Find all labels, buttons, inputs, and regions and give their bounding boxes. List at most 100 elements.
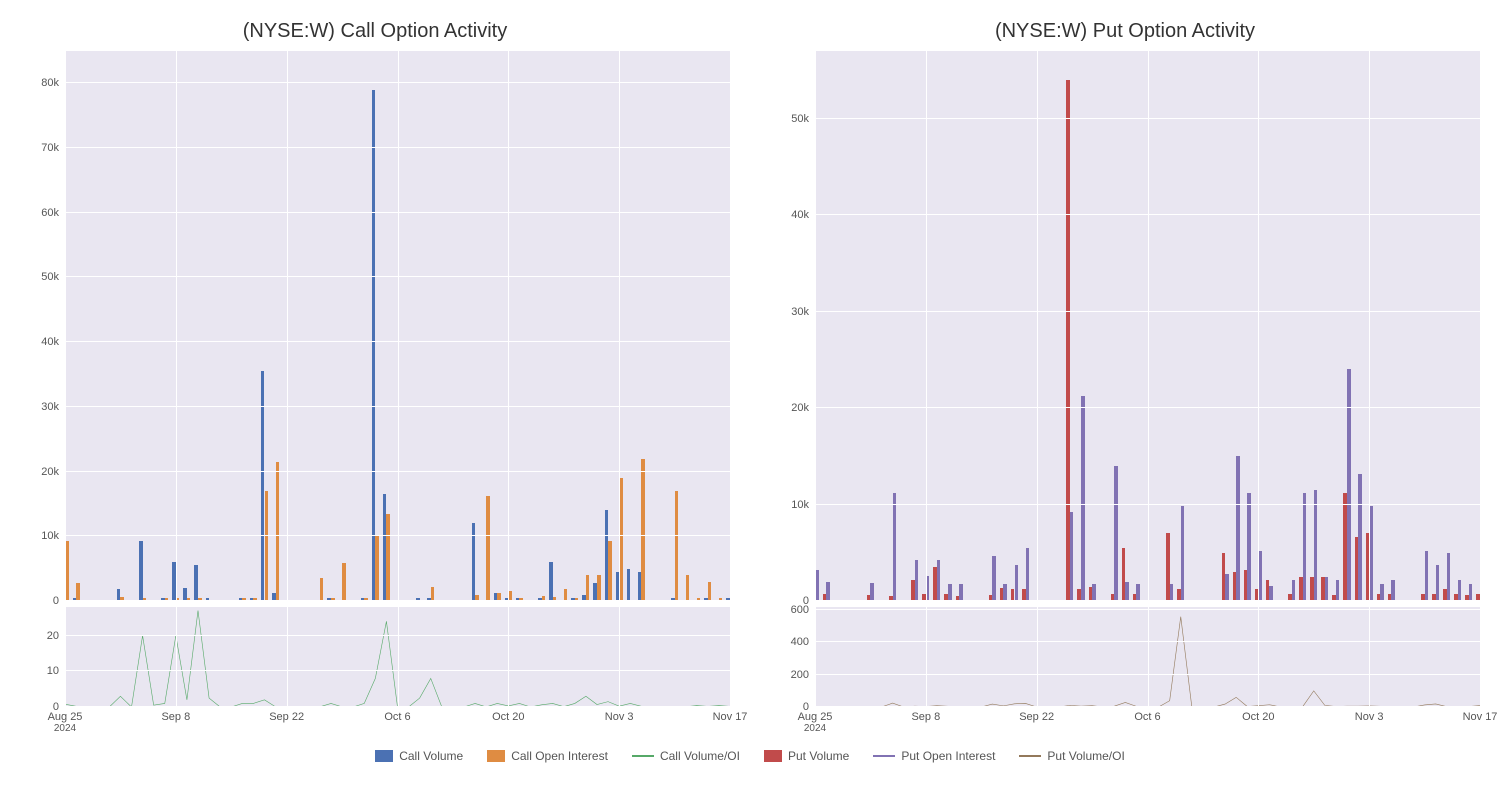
legend-swatch	[632, 755, 654, 757]
x-tick: Oct 6	[1134, 711, 1160, 723]
call-x-axis: Aug 252024Sep 8Sep 22Oct 6Oct 20Nov 3Nov…	[65, 707, 730, 737]
bar-series-b	[486, 496, 490, 601]
bar-series-b	[1170, 584, 1174, 601]
y-tick: 10k	[41, 530, 59, 542]
put-panel: (NYSE:W) Put Option Activity 010k20k30k4…	[770, 20, 1480, 737]
y-tick: 50k	[791, 113, 809, 125]
bar-series-b	[386, 514, 390, 601]
y-tick: 70k	[41, 142, 59, 154]
y-tick: 200	[791, 669, 809, 681]
x-tick: Nov 17	[713, 711, 748, 723]
y-tick: 20k	[41, 466, 59, 478]
legend-item: Call Volume/OI	[632, 749, 740, 763]
legend-swatch	[375, 750, 393, 762]
bar-series-b	[1092, 584, 1096, 601]
bar-series-b	[597, 575, 601, 601]
bar-series-b	[1458, 580, 1462, 601]
bar-series-b	[948, 584, 952, 601]
y-tick: 20k	[791, 402, 809, 414]
call-ratio-chart: 01020	[20, 607, 730, 707]
bar-series-a	[549, 562, 553, 601]
bar-series-b	[1015, 565, 1019, 601]
y-tick: 40k	[791, 209, 809, 221]
bar-series-b	[431, 587, 435, 601]
bar-series-b	[1325, 577, 1329, 601]
put-ratio-y-axis: 0200400600	[770, 607, 815, 707]
bar-series-b	[1136, 584, 1140, 601]
call-plot-bg	[65, 51, 730, 601]
bar-series-b	[826, 582, 830, 601]
put-title: (NYSE:W) Put Option Activity	[770, 20, 1480, 43]
legend-label: Put Open Interest	[901, 749, 995, 763]
bar-series-b	[1225, 574, 1229, 601]
x-tick: Nov 17	[1463, 711, 1498, 723]
x-tick: Aug 252024	[48, 711, 83, 734]
legend-label: Put Volume/OI	[1047, 749, 1124, 763]
bar-series-b	[1003, 584, 1007, 601]
bar-series-b	[959, 584, 963, 601]
legend-item: Call Open Interest	[487, 749, 608, 763]
put-plot-bg	[815, 51, 1480, 601]
x-tick: Sep 8	[911, 711, 940, 723]
call-panel: (NYSE:W) Call Option Activity 010k20k30k…	[20, 20, 730, 737]
bar-series-b	[586, 575, 590, 601]
bar-series-a	[194, 565, 198, 601]
legend-swatch	[1019, 755, 1041, 757]
put-bar-chart: 010k20k30k40k50k	[770, 51, 1480, 601]
bar-series-b	[1436, 565, 1440, 601]
legend-swatch	[764, 750, 782, 762]
bar-series-b	[641, 459, 645, 601]
bar-series-b	[915, 560, 919, 601]
bar-series-b	[1303, 493, 1307, 601]
bar-series-b	[342, 563, 346, 601]
x-tick: Aug 252024	[798, 711, 833, 734]
bar-series-b	[1269, 586, 1273, 601]
call-bar-chart: 010k20k30k40k50k60k70k80k	[20, 51, 730, 601]
bar-series-b	[1292, 580, 1296, 601]
legend-label: Call Volume	[399, 749, 463, 763]
bar-series-b	[320, 578, 324, 601]
legend-item: Put Volume/OI	[1019, 749, 1124, 763]
legend-item: Call Volume	[375, 749, 463, 763]
put-ratio-chart: 0200400600	[770, 607, 1480, 707]
legend-swatch	[487, 750, 505, 762]
x-tick: Nov 3	[1355, 711, 1384, 723]
bar-series-b	[708, 582, 712, 601]
bar-series-b	[675, 491, 679, 601]
x-tick: Sep 22	[1019, 711, 1054, 723]
legend-item: Put Volume	[764, 749, 849, 763]
bar-series-b	[76, 583, 80, 601]
y-tick: 40k	[41, 336, 59, 348]
bar-series-b	[992, 556, 996, 601]
x-tick: Oct 20	[492, 711, 524, 723]
bar-series-b	[686, 575, 690, 601]
bar-series-b	[893, 493, 897, 601]
x-tick: Oct 6	[384, 711, 410, 723]
bar-series-b	[1469, 584, 1473, 601]
y-tick: 50k	[41, 271, 59, 283]
bar-series-b	[1114, 466, 1118, 601]
put-x-axis: Aug 252024Sep 8Sep 22Oct 6Oct 20Nov 3Nov…	[815, 707, 1480, 737]
call-ratio-bg	[65, 607, 730, 707]
bar-series-b	[870, 583, 874, 601]
bar-series-b	[1380, 584, 1384, 601]
bar-series-b	[265, 491, 269, 601]
bar-series-b	[1347, 369, 1351, 601]
call-title: (NYSE:W) Call Option Activity	[20, 20, 730, 43]
bar-series-b	[937, 560, 941, 601]
legend-item: Put Open Interest	[873, 749, 995, 763]
y-tick: 10k	[791, 499, 809, 511]
x-tick: Oct 20	[1242, 711, 1274, 723]
put-y-axis: 010k20k30k40k50k	[770, 51, 815, 601]
legend-label: Call Volume/OI	[660, 749, 740, 763]
bar-series-b	[1358, 474, 1362, 601]
x-tick: Sep 8	[161, 711, 190, 723]
bar-series-b	[1236, 456, 1240, 601]
legend-swatch	[873, 755, 895, 757]
y-tick: 600	[791, 604, 809, 616]
y-tick: 10	[47, 665, 59, 677]
bar-series-b	[608, 541, 612, 601]
bar-series-b	[1026, 548, 1030, 601]
y-tick: 80k	[41, 77, 59, 89]
put-ratio-bg	[815, 607, 1480, 707]
